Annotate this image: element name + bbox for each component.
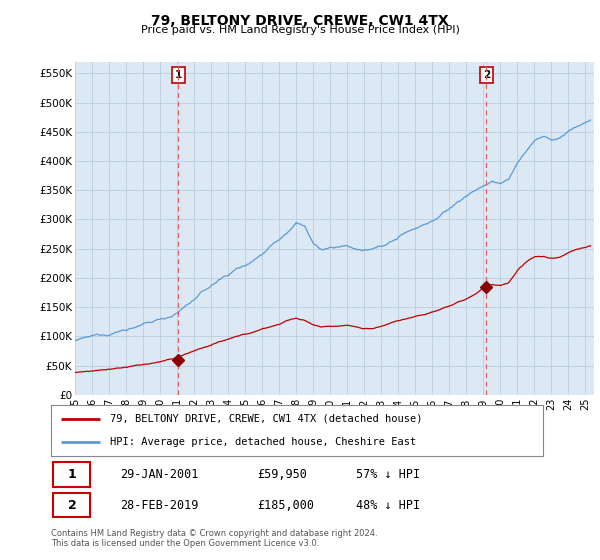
Text: 1: 1 <box>175 70 182 80</box>
Text: 29-JAN-2001: 29-JAN-2001 <box>120 468 198 481</box>
Text: 79, BELTONY DRIVE, CREWE, CW1 4TX: 79, BELTONY DRIVE, CREWE, CW1 4TX <box>151 14 449 28</box>
Text: 48% ↓ HPI: 48% ↓ HPI <box>356 498 420 512</box>
Text: 2: 2 <box>482 70 490 80</box>
Text: £59,950: £59,950 <box>257 468 308 481</box>
Text: 79, BELTONY DRIVE, CREWE, CW1 4TX (detached house): 79, BELTONY DRIVE, CREWE, CW1 4TX (detac… <box>110 414 422 424</box>
Text: 2: 2 <box>68 498 77 512</box>
Text: £185,000: £185,000 <box>257 498 314 512</box>
FancyBboxPatch shape <box>53 493 91 517</box>
Text: HPI: Average price, detached house, Cheshire East: HPI: Average price, detached house, Ches… <box>110 437 416 447</box>
Text: 28-FEB-2019: 28-FEB-2019 <box>120 498 198 512</box>
Text: 57% ↓ HPI: 57% ↓ HPI <box>356 468 420 481</box>
Text: This data is licensed under the Open Government Licence v3.0.: This data is licensed under the Open Gov… <box>51 539 319 548</box>
Text: Contains HM Land Registry data © Crown copyright and database right 2024.: Contains HM Land Registry data © Crown c… <box>51 529 377 538</box>
Text: Price paid vs. HM Land Registry's House Price Index (HPI): Price paid vs. HM Land Registry's House … <box>140 25 460 35</box>
FancyBboxPatch shape <box>53 462 91 487</box>
Text: 1: 1 <box>68 468 77 481</box>
